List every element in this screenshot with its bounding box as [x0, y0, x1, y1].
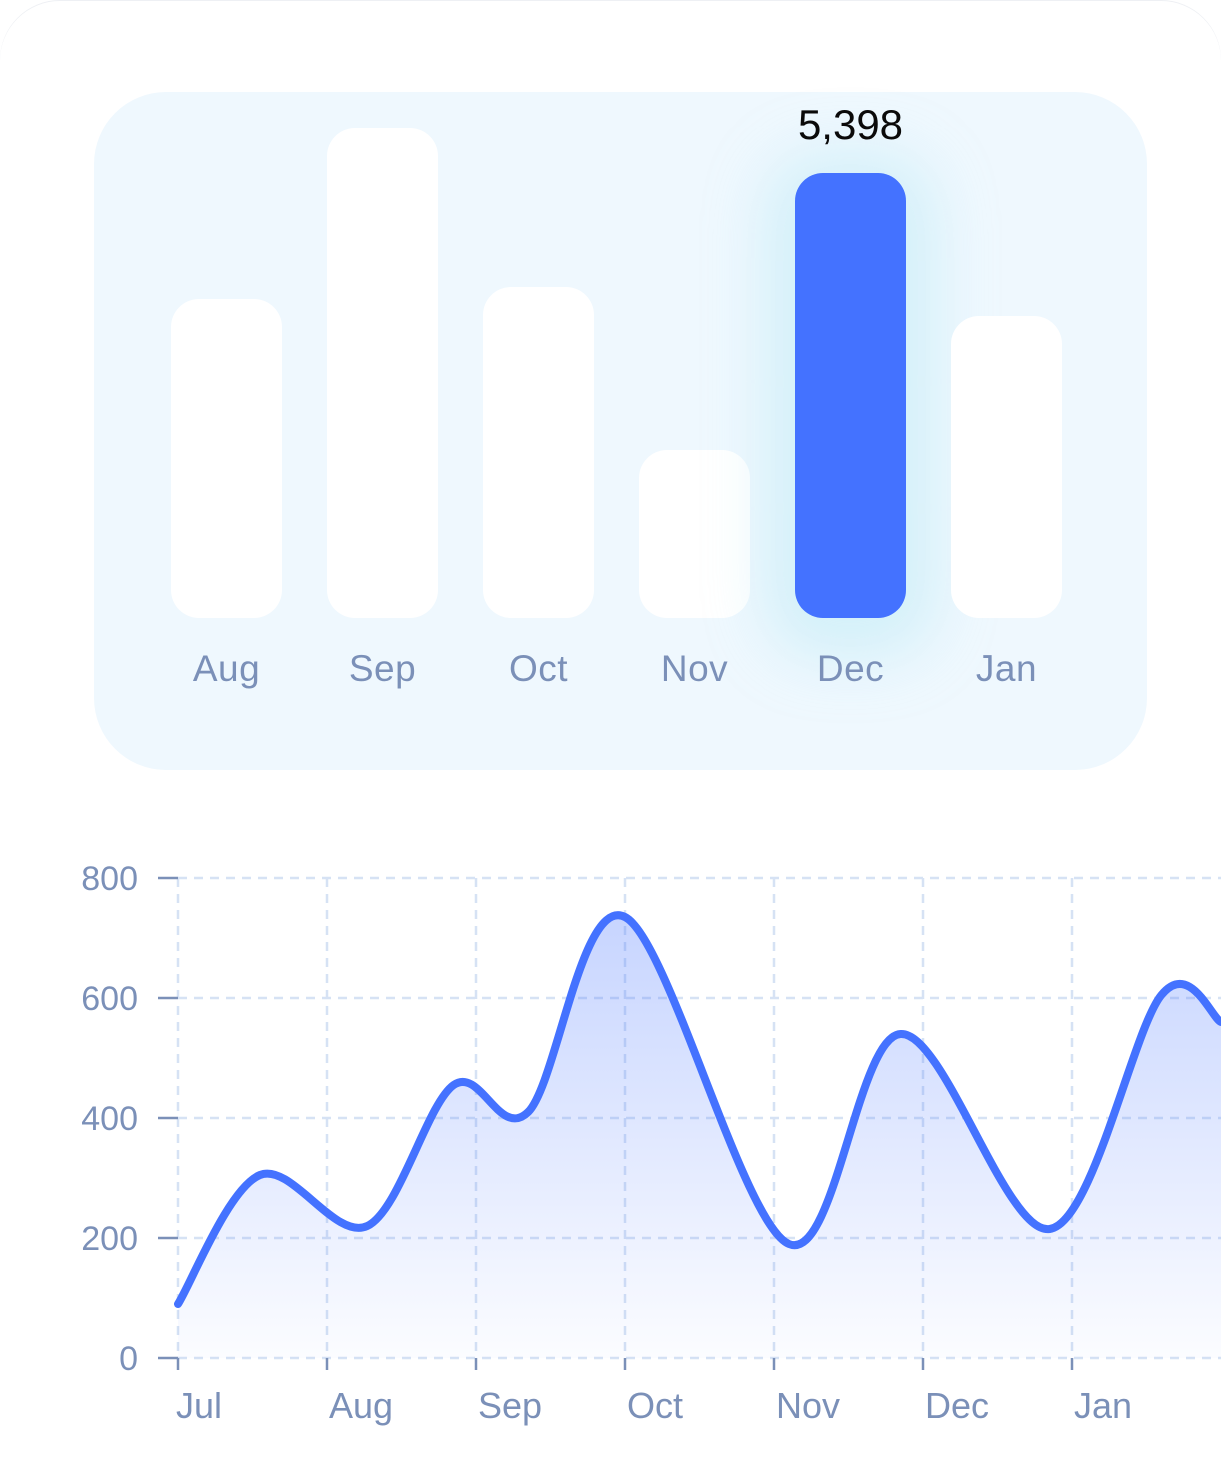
- xtick-label-oct: Oct: [627, 1385, 683, 1426]
- xtick-label-jul: Jul: [176, 1385, 222, 1426]
- ytick-label-200: 200: [81, 1220, 138, 1258]
- xtick-label-sep: Sep: [478, 1385, 542, 1426]
- bar-sep[interactable]: [327, 128, 438, 618]
- bar-label-oct: Oct: [508, 648, 569, 689]
- bar-label-dec: Dec: [816, 648, 885, 689]
- ytick-label-800: 800: [81, 860, 138, 898]
- ytick-label-600: 600: [81, 980, 138, 1018]
- bar-oct[interactable]: [483, 287, 594, 618]
- tick-labels: 0 200 400 600 800 Jul Aug Sep Oct Nov Dec Jan: [81, 860, 1132, 1426]
- xtick-label-dec: Dec: [925, 1385, 989, 1426]
- series-line: [174, 911, 1221, 1308]
- bar-dec[interactable]: [795, 173, 906, 618]
- xtick-label-jan: Jan: [1074, 1385, 1132, 1426]
- bar-label-aug: Aug: [192, 648, 261, 689]
- bar-aug[interactable]: [171, 299, 282, 618]
- highlight-value-label: 5,398: [797, 101, 904, 148]
- xtick-label-nov: Nov: [776, 1385, 840, 1426]
- bar-jan[interactable]: [951, 316, 1062, 618]
- xtick-label-aug: Aug: [329, 1385, 393, 1426]
- bar-label-sep: Sep: [348, 648, 417, 689]
- area-fill: [178, 915, 1221, 1358]
- bar-label-nov: Nov: [660, 648, 729, 689]
- bar-chart-panel: Aug Sep Oct Nov Dec 5,398 Jan: [94, 92, 1147, 770]
- ytick-label-0: 0: [119, 1340, 138, 1378]
- ytick-label-400: 400: [81, 1100, 138, 1138]
- bar-label-jan: Jan: [975, 648, 1038, 689]
- axes: [158, 876, 1074, 1370]
- bar-nov[interactable]: [639, 450, 750, 618]
